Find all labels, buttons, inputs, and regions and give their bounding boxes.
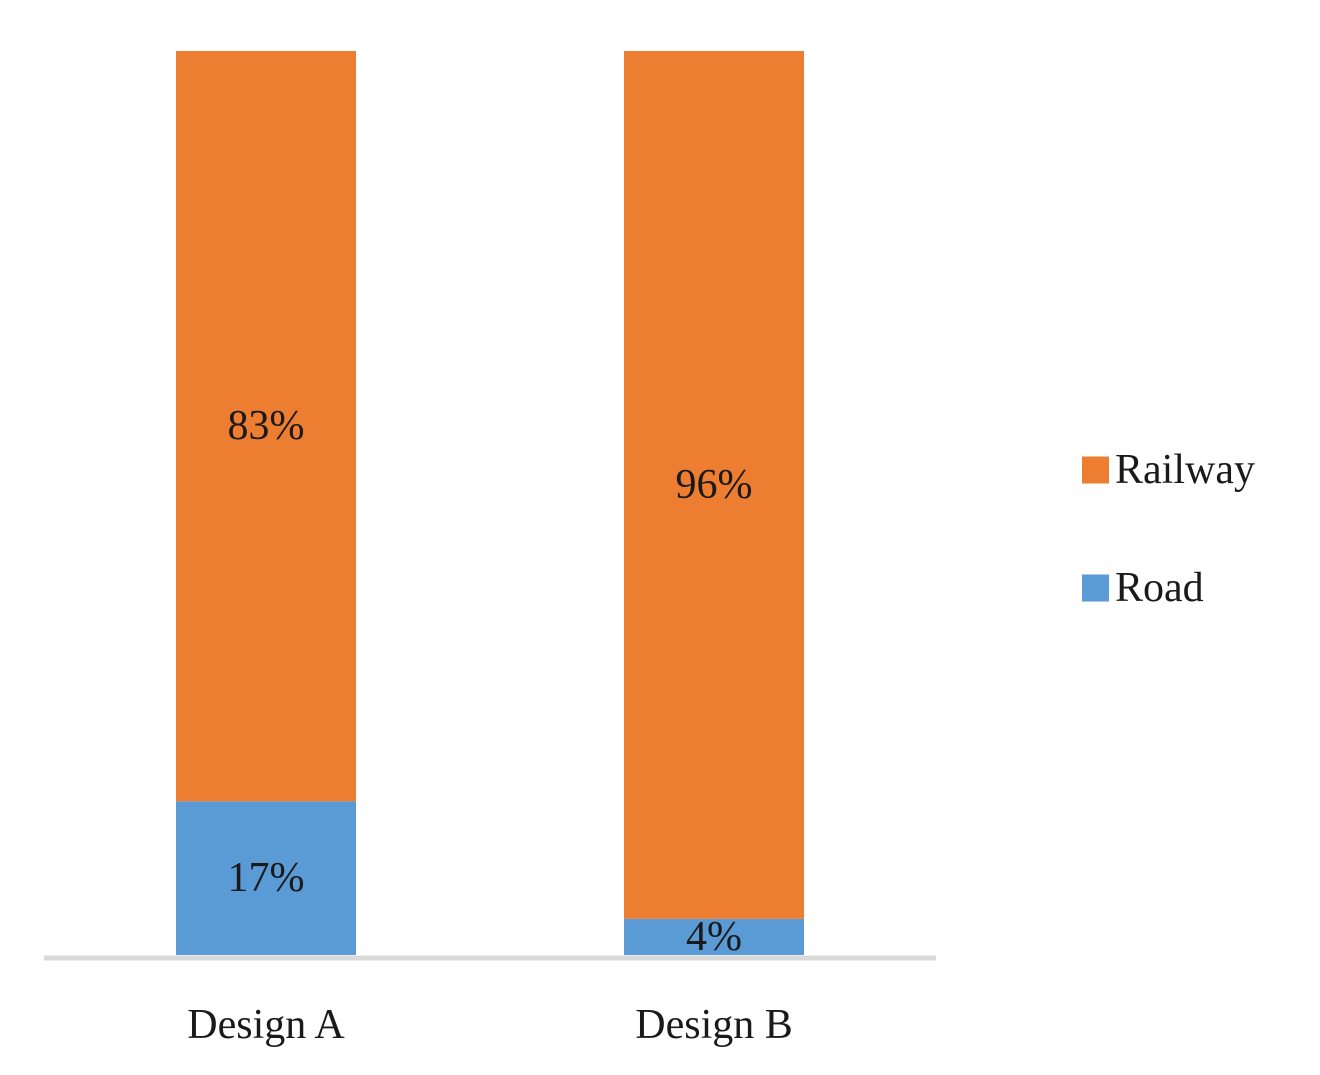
- data-labels-layer: 17% 83% 4% 96%: [228, 403, 753, 960]
- legend-swatch-road: [1082, 574, 1109, 602]
- x-tick-labels: Design A Design B: [187, 1002, 793, 1048]
- bar-design-a-railway: [176, 51, 356, 802]
- legend-item-road: Road: [1082, 565, 1204, 611]
- bar-design-b-road: [624, 918, 804, 955]
- legend-label-railway: Railway: [1115, 447, 1255, 493]
- legend-item-railway: Railway: [1082, 447, 1255, 493]
- legend-swatch-railway: [1082, 456, 1109, 484]
- bar-design-b-railway: [624, 51, 804, 919]
- x-tick-label-design-b: Design B: [635, 1002, 793, 1048]
- data-label-design-b-railway: 96%: [676, 462, 753, 508]
- data-label-design-a-railway: 83%: [228, 403, 305, 449]
- legend: Railway Road: [1082, 447, 1255, 611]
- bar-design-a-road: [176, 801, 356, 955]
- data-label-design-b-road: 4%: [686, 914, 742, 960]
- bars-layer: [176, 51, 804, 955]
- x-tick-label-design-a: Design A: [187, 1002, 345, 1048]
- legend-label-road: Road: [1115, 565, 1204, 611]
- data-label-design-a-road: 17%: [228, 855, 305, 901]
